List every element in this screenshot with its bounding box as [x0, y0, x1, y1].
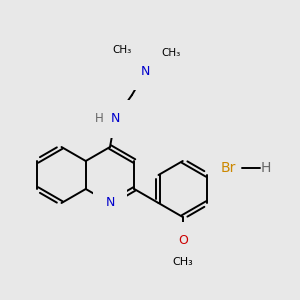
Text: N: N	[105, 196, 115, 209]
Text: N: N	[110, 112, 120, 125]
Text: CH₃: CH₃	[172, 257, 193, 267]
Text: O: O	[178, 234, 188, 247]
Text: CH₃: CH₃	[112, 45, 132, 55]
Text: CH₃: CH₃	[161, 48, 180, 58]
Text: Br: Br	[220, 161, 236, 175]
Text: H: H	[94, 112, 103, 125]
Text: N: N	[141, 65, 151, 78]
Text: H: H	[261, 161, 271, 175]
